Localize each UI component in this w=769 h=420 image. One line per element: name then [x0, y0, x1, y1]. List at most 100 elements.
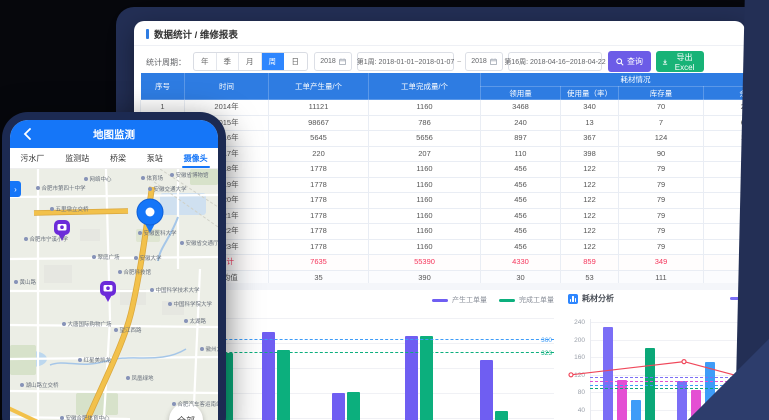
table-cell: 4330	[480, 254, 561, 271]
breadcrumb: 数据统计 / 维修报表	[146, 27, 238, 41]
consumable-bar[interactable]	[631, 400, 641, 420]
table-row: 22015年98667786240137650	[140, 114, 745, 131]
dashboard-card: 数据统计 / 维修报表 统计周期： 年季月周日 2018 第1周: 2018-0…	[134, 21, 745, 420]
reference-line	[590, 388, 745, 389]
gridline	[591, 357, 745, 359]
reference-line	[590, 377, 745, 378]
map-poi-label: 湖山路立交桥	[20, 381, 59, 389]
range-separator: ~	[457, 57, 462, 66]
map-poi-label: 凤凰绿地	[126, 374, 154, 382]
bar-created[interactable]	[262, 332, 275, 420]
period-option-日[interactable]: 日	[291, 57, 300, 66]
export-excel-button[interactable]: 导出Excel	[656, 51, 704, 72]
consumable-bar[interactable]	[677, 381, 687, 420]
table-cell: 456	[480, 238, 561, 255]
gridline	[164, 318, 554, 319]
bar-completed[interactable]	[420, 335, 433, 420]
table-cell: 1160	[368, 161, 481, 178]
table-cell: 1160	[368, 192, 481, 209]
table-cell: 67	[703, 238, 745, 255]
table-cell: 897	[480, 130, 561, 147]
consumable-bar[interactable]	[603, 327, 613, 420]
poi-dot-icon	[148, 187, 152, 191]
y-tick-label: 120	[574, 371, 585, 379]
poi-dot-icon	[84, 177, 88, 181]
bar-completed[interactable]	[347, 392, 360, 420]
period-label: 统计周期：	[146, 58, 186, 67]
all-button[interactable]: 全部	[169, 403, 203, 420]
map-poi-label: 中国科学院大学	[168, 300, 212, 308]
table-cell: 367	[560, 130, 619, 147]
consumable-bar[interactable]	[617, 380, 627, 420]
start-year-select[interactable]: 2018	[314, 52, 352, 71]
query-button[interactable]: 查询	[608, 51, 651, 72]
end-year-select[interactable]: 2018	[465, 52, 503, 71]
bar-created[interactable]	[480, 360, 493, 420]
map-poi-label: 太湖路	[184, 317, 206, 325]
gridline	[164, 368, 554, 369]
table-cell: 456	[480, 161, 561, 178]
y-tick-label: 200	[574, 336, 585, 344]
consumable-bar[interactable]	[645, 348, 655, 420]
table-cell: 7635	[268, 254, 369, 271]
table-cell: 110	[480, 145, 561, 162]
title-accent-bar	[146, 29, 149, 39]
table-cell: 340	[560, 99, 619, 116]
tab-摄像头[interactable]: 摄像头	[181, 148, 210, 168]
poi-dot-icon	[36, 186, 40, 190]
poi-dot-icon	[126, 376, 130, 380]
poi-dot-icon	[168, 302, 172, 306]
poi-dot-icon	[24, 237, 28, 241]
table-cell: 207	[368, 145, 481, 162]
consumable-bar[interactable]	[691, 390, 701, 420]
tab-污水厂[interactable]: 污水厂	[20, 153, 45, 163]
camera-marker[interactable]	[100, 281, 116, 302]
table-row: 92022年177811604561227967	[140, 223, 745, 240]
end-week-input[interactable]: 第16周: 2018-04-16~2018-04-22	[504, 52, 606, 71]
y-tick-label: 80	[577, 389, 585, 397]
poi-dot-icon	[62, 322, 66, 326]
poi-dot-icon	[141, 176, 145, 180]
reference-line	[164, 351, 554, 353]
bar-created[interactable]	[332, 393, 345, 420]
tab-桥梁[interactable]: 桥梁	[109, 153, 126, 163]
period-segmented-control: 年季月周日	[193, 52, 308, 71]
table-cell: 122	[560, 192, 619, 209]
period-option-季[interactable]: 季	[217, 53, 239, 70]
table-row: 32016年56455656897367124129	[140, 130, 745, 147]
average-row: 平均值35390305311114	[140, 269, 745, 286]
bar-completed[interactable]	[495, 410, 508, 420]
camera-marker[interactable]	[54, 220, 70, 241]
bar-completed[interactable]	[277, 349, 290, 420]
period-option-年[interactable]: 年	[194, 53, 217, 70]
poi-dot-icon	[118, 270, 122, 274]
consumable-bar[interactable]	[705, 361, 715, 420]
table-cell: 240	[480, 114, 561, 131]
period-option-周[interactable]: 周	[261, 53, 284, 70]
sub-column-header: 余量	[703, 86, 745, 100]
table-cell: 122	[560, 223, 619, 240]
table-cell: 19	[703, 145, 745, 162]
period-option-月[interactable]: 月	[239, 53, 262, 70]
bar-created[interactable]	[405, 336, 418, 420]
table-cell: 79	[618, 192, 704, 209]
legend-item: 完成工单量	[499, 295, 554, 305]
divider	[134, 45, 745, 46]
poi-dot-icon	[50, 207, 54, 211]
tab-监测站[interactable]: 监测站	[65, 153, 90, 163]
back-icon[interactable]	[22, 128, 34, 140]
sub-column-header: 领用量	[480, 86, 561, 100]
table-cell: 456	[480, 192, 561, 209]
selected-marker[interactable]	[136, 198, 164, 233]
column-header: 工单完成量/个	[368, 72, 481, 100]
start-week-input[interactable]: 第1周: 2018-01-01~2018-01-07	[357, 52, 454, 71]
table-cell: 79	[618, 207, 704, 224]
map-poi-label: 合肥市第四十中学	[36, 184, 86, 192]
map-poi-label: 安徽省博物馆	[170, 171, 209, 179]
reference-line	[590, 384, 745, 386]
expand-panel-button[interactable]: ›	[10, 181, 21, 197]
phone-title: 地图监测	[93, 128, 135, 141]
column-header: 耗材情况	[480, 72, 745, 87]
tab-泵站[interactable]: 泵站	[146, 153, 163, 163]
